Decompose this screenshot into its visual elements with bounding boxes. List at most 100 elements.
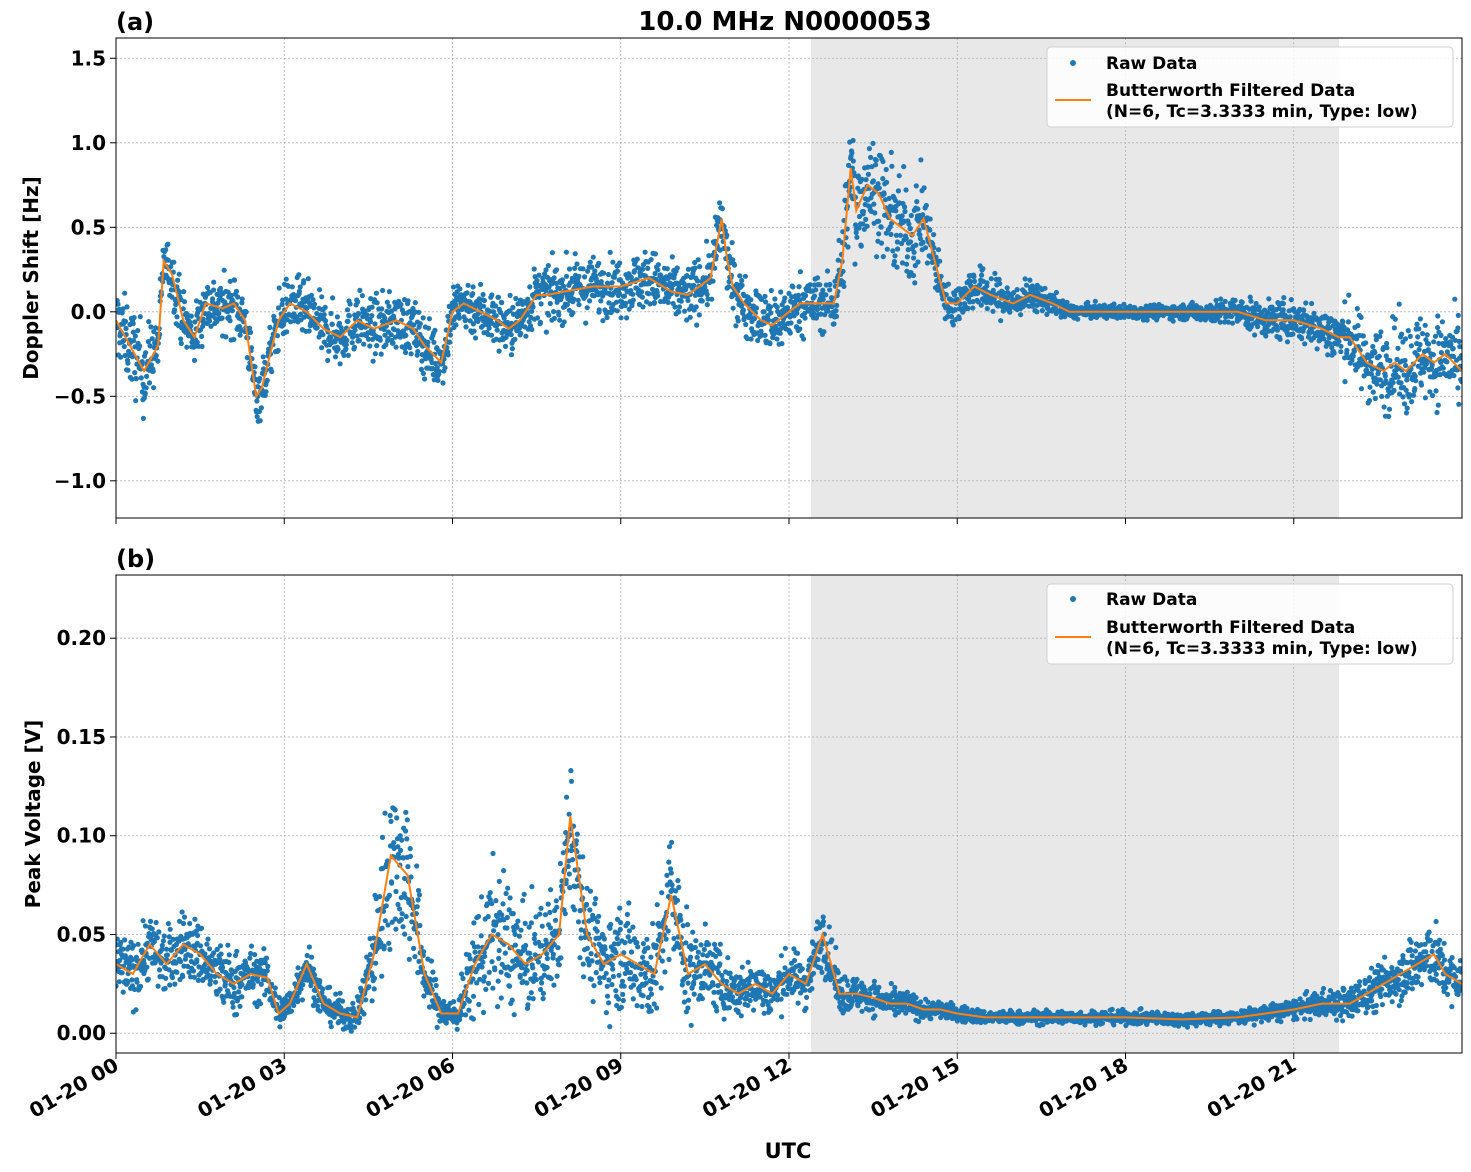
- raw-data-point: [910, 272, 917, 279]
- raw-data-point: [418, 366, 424, 372]
- raw-data-point: [1403, 387, 1409, 393]
- raw-data-point: [243, 309, 249, 315]
- raw-data-point: [746, 301, 752, 307]
- raw-data-point: [234, 1011, 240, 1018]
- raw-data-point: [730, 305, 736, 311]
- raw-data-point: [1416, 346, 1422, 353]
- raw-data-point: [743, 321, 749, 328]
- raw-data-point: [1295, 314, 1302, 320]
- raw-data-point: [412, 954, 418, 960]
- raw-data-point: [561, 319, 567, 325]
- raw-data-point: [988, 276, 994, 282]
- raw-data-point: [551, 982, 557, 988]
- raw-data-point: [166, 934, 172, 940]
- raw-data-point: [1434, 409, 1440, 416]
- raw-data-point: [578, 935, 584, 941]
- raw-data-point: [180, 974, 186, 980]
- raw-data-point: [1342, 299, 1348, 305]
- panel-a-legend-raw-marker: [1070, 60, 1076, 66]
- raw-data-point: [580, 854, 586, 860]
- raw-data-point: [1383, 353, 1389, 359]
- raw-data-point: [153, 919, 159, 926]
- raw-data-point: [188, 974, 194, 980]
- raw-data-point: [911, 255, 917, 261]
- raw-data-point: [151, 939, 157, 945]
- raw-data-point: [1415, 334, 1421, 340]
- raw-data-point: [478, 933, 484, 939]
- raw-data-point: [350, 334, 356, 340]
- raw-data-point: [223, 334, 229, 340]
- raw-data-point: [840, 268, 846, 274]
- raw-data-point: [491, 928, 497, 934]
- raw-data-point: [880, 158, 886, 165]
- raw-data-point: [1402, 336, 1409, 342]
- raw-data-point: [575, 297, 581, 303]
- raw-data-point: [284, 329, 290, 335]
- raw-data-point: [394, 874, 400, 880]
- raw-data-point: [965, 305, 971, 311]
- raw-data-point: [496, 878, 502, 885]
- raw-data-point: [1248, 298, 1254, 304]
- raw-data-point: [121, 343, 127, 350]
- raw-data-point: [544, 964, 550, 971]
- raw-data-point: [1421, 369, 1427, 375]
- raw-data-point: [1391, 325, 1397, 331]
- raw-data-point: [762, 332, 768, 338]
- raw-data-point: [913, 242, 919, 248]
- raw-data-point: [1075, 316, 1081, 322]
- raw-data-point: [361, 1011, 367, 1017]
- raw-data-point: [850, 158, 856, 164]
- raw-data-point: [297, 284, 303, 290]
- raw-data-point: [918, 157, 924, 163]
- raw-data-point: [904, 261, 910, 267]
- raw-data-point: [262, 960, 268, 966]
- raw-data-point: [495, 932, 501, 938]
- raw-data-point: [778, 289, 784, 295]
- raw-data-point: [951, 292, 958, 298]
- y-tick-label: 1.0: [71, 131, 106, 155]
- raw-data-point: [758, 296, 765, 302]
- raw-data-point: [787, 330, 793, 336]
- raw-data-point: [1309, 300, 1315, 307]
- raw-data-point: [834, 302, 840, 308]
- panel-a-raw-data: [116, 137, 1462, 424]
- raw-data-point: [433, 976, 439, 983]
- raw-data-point: [849, 150, 855, 156]
- raw-data-point: [888, 149, 894, 155]
- raw-data-point: [614, 268, 621, 274]
- raw-data-point: [800, 336, 807, 342]
- raw-data-point: [820, 296, 826, 303]
- raw-data-point: [1287, 314, 1293, 320]
- raw-data-point: [328, 334, 334, 340]
- raw-data-point: [590, 999, 596, 1005]
- raw-data-point: [493, 898, 499, 904]
- raw-data-point: [556, 312, 562, 318]
- raw-data-point: [376, 944, 382, 950]
- raw-data-point: [132, 370, 138, 376]
- raw-data-point: [813, 287, 819, 293]
- raw-data-point: [221, 267, 227, 273]
- raw-data-point: [559, 277, 566, 283]
- raw-data-point: [1014, 287, 1020, 293]
- raw-data-point: [404, 836, 410, 842]
- raw-data-point: [470, 321, 476, 327]
- raw-data-point: [209, 296, 216, 302]
- raw-data-point: [131, 338, 137, 344]
- panel-a-y-label: Doppler Shift [Hz]: [19, 176, 43, 380]
- raw-data-point: [476, 1001, 482, 1008]
- raw-data-point: [913, 183, 919, 189]
- raw-data-point: [420, 370, 426, 377]
- raw-data-point: [510, 304, 516, 311]
- raw-data-point: [509, 346, 515, 352]
- raw-data-point: [581, 974, 587, 980]
- raw-data-point: [524, 311, 531, 317]
- panel-a-legend-raw-label: Raw Data: [1106, 54, 1197, 74]
- raw-data-point: [915, 259, 921, 265]
- raw-data-point: [1377, 377, 1383, 383]
- raw-data-point: [131, 986, 138, 993]
- raw-data-point: [978, 302, 984, 308]
- raw-data-point: [852, 261, 858, 267]
- raw-data-point: [710, 278, 716, 284]
- raw-data-point: [984, 306, 990, 312]
- raw-data-point: [540, 275, 546, 281]
